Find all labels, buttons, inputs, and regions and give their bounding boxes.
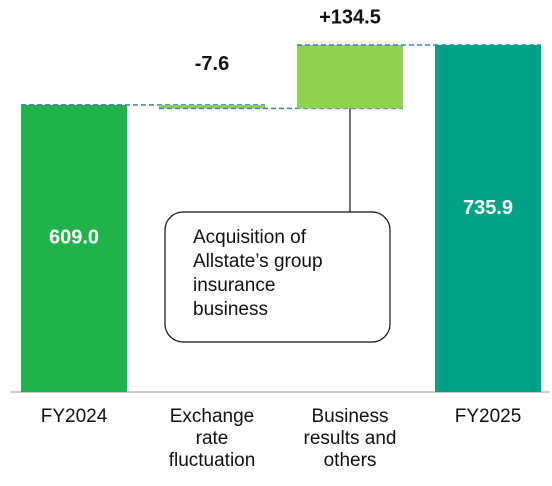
bar	[435, 45, 541, 392]
bar	[159, 104, 265, 109]
bar	[297, 45, 403, 109]
value-label: +134.5	[319, 6, 381, 28]
x-tick-label: FY2024	[40, 406, 108, 427]
x-tick-label: Exchange rate fluctuation	[168, 406, 256, 471]
annotation: Acquisition of Allstate’s group insuranc…	[193, 227, 323, 320]
callout-box	[164, 211, 391, 343]
value-label: -7.6	[195, 53, 229, 75]
bar	[21, 104, 127, 392]
value-label: 609.0	[49, 227, 99, 249]
x-tick-label: Business results and others	[303, 406, 397, 471]
x-tick-label: FY2025	[454, 406, 522, 427]
value-label: 735.9	[463, 197, 513, 219]
